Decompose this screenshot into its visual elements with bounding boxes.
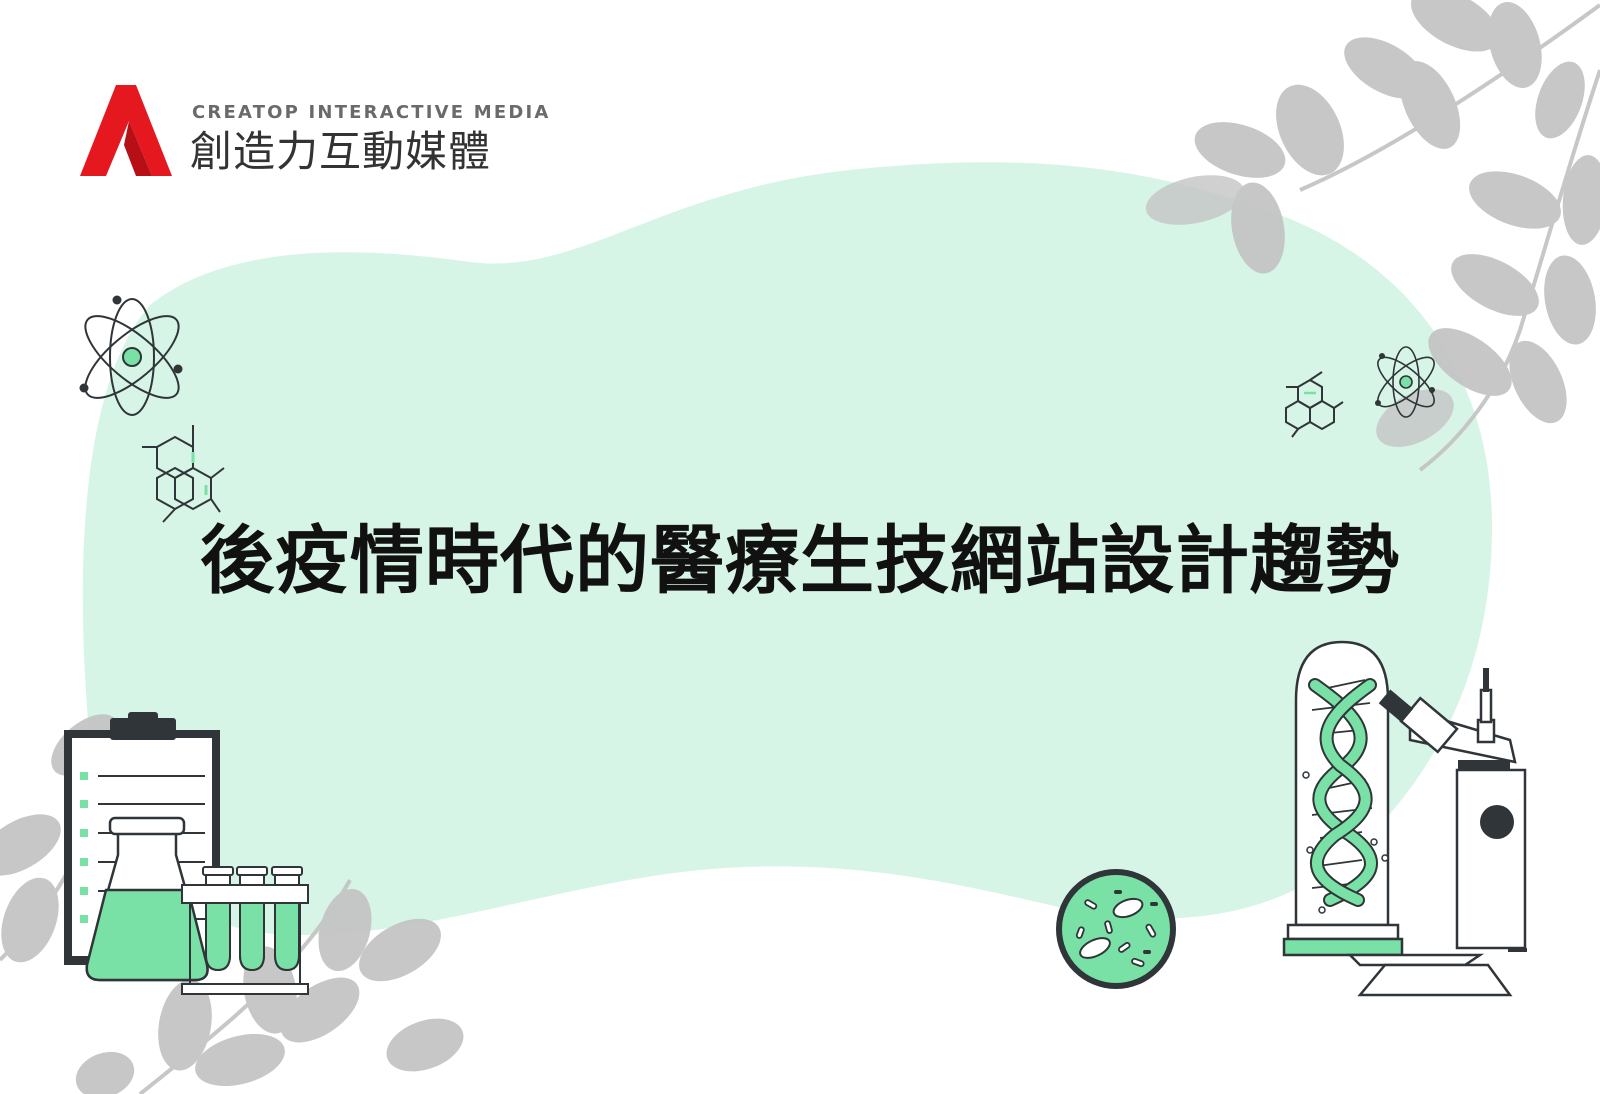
page-title: 後疫情時代的醫療生技網站設計趨勢	[200, 518, 1400, 604]
brand-name-en: CREATOP INTERACTIVE MEDIA	[192, 102, 551, 123]
brand-header: CREATOP INTERACTIVE MEDIA 創造力互動媒體	[80, 85, 548, 185]
brand-name-zh: 創造力互動媒體	[190, 127, 492, 176]
creatop-a-logo-icon	[80, 85, 172, 176]
